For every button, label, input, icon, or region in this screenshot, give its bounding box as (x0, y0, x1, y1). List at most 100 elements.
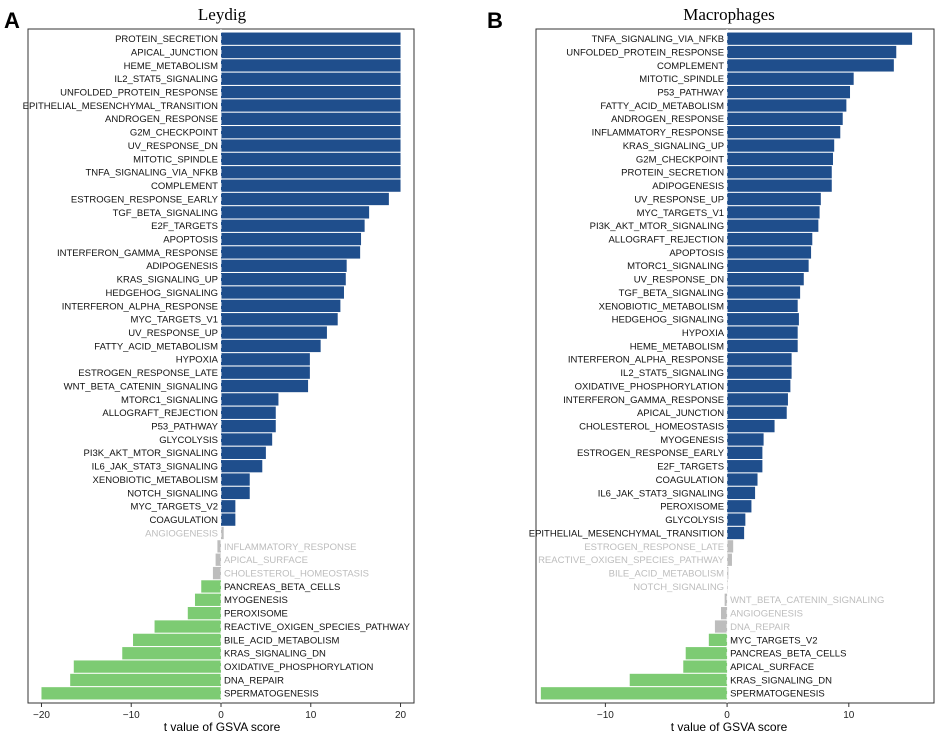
bar-a-p53-pathway (221, 419, 276, 433)
bar-b-interferon-gamma-response (727, 393, 788, 406)
bar-label-b-hypoxia: HYPOXIA (682, 328, 725, 339)
bar-label-b-unfolded-protein-response: UNFOLDED_PROTEIN_RESPONSE (566, 47, 724, 58)
bar-label-b-myogenesis: MYOGENESIS (660, 435, 724, 446)
bar-label-a-androgen-response: ANDROGEN_RESPONSE (105, 114, 218, 125)
bar-a-adipogenesis (221, 259, 347, 272)
bar-label-a-notch-signaling: NOTCH_SIGNALING (127, 488, 218, 499)
bar-label-a-g2m-checkpoint: G2M_CHECKPOINT (130, 128, 218, 139)
bar-label-a-kras-signaling-dn: KRAS_SIGNALING_DN (224, 649, 326, 660)
bar-b-interferon-alpha-response (727, 353, 792, 366)
bar-b-hypoxia (727, 326, 798, 339)
bar-label-b-fatty-acid-metabolism: FATTY_ACID_METABOLISM (600, 101, 724, 112)
bar-label-b-tgf-beta-signaling: TGF_BETA_SIGNALING (619, 288, 724, 299)
bar-b-glycolysis (727, 513, 746, 526)
bar-label-b-adipogenesis: ADIPOGENESIS (652, 181, 724, 192)
bar-b-apical-junction (727, 406, 787, 419)
bar-a-apical-surface (215, 553, 221, 566)
bar-b-pancreas-beta-cells (685, 647, 728, 660)
bar-a-myc-targets-v1 (221, 313, 338, 326)
bar-a-oxidative-phosphorylation (73, 660, 221, 673)
bar-label-a-reactive-oxigen-species-pathway: REACTIVE_OXIGEN_SPECIES_PATHWAY (224, 622, 411, 633)
bar-label-b-pi3k-akt-mtor-signaling: PI3K_AKT_MTOR_SIGNALING (590, 221, 724, 232)
bar-b-myogenesis (727, 433, 764, 446)
bar-label-a-dna-repair: DNA_REPAIR (224, 675, 284, 686)
bar-label-b-interferon-alpha-response: INTERFERON_ALPHA_RESPONSE (568, 355, 724, 366)
bar-label-b-myc-targets-v2: MYC_TARGETS_V2 (730, 635, 817, 646)
bar-b-uv-response-dn (727, 273, 804, 286)
bar-label-a-cholesterol-homeostasis: CHOLESTEROL_HOMEOSTASIS (224, 568, 369, 579)
panel-a-xlabel: t value of GSVA score (164, 720, 281, 734)
bar-label-b-reactive-oxigen-species-pathway: REACTIVE_OXIGEN_SPECIES_PATHWAY (538, 555, 725, 566)
bar-label-a-tgf-beta-signaling: TGF_BETA_SIGNALING (113, 208, 218, 219)
bar-label-b-oxidative-phosphorylation: OXIDATIVE_PHOSPHORYLATION (575, 381, 725, 392)
bar-b-dna-repair (714, 620, 728, 633)
bar-b-cholesterol-homeostasis (727, 419, 775, 433)
bar-label-a-estrogen-response-early: ESTROGEN_RESPONSE_EARLY (71, 194, 219, 205)
bar-label-a-pancreas-beta-cells: PANCREAS_BETA_CELLS (224, 582, 340, 593)
bar-label-b-allograft-rejection: ALLOGRAFT_REJECTION (608, 234, 724, 245)
bar-b-tnfa-signaling-via-nfkb (727, 32, 913, 45)
bar-a-dna-repair (70, 673, 221, 687)
bar-label-b-tnfa-signaling-via-nfkb: TNFA_SIGNALING_VIA_NFKB (592, 34, 725, 45)
bar-a-unfolded-protein-response (221, 85, 401, 99)
bar-a-tgf-beta-signaling (221, 206, 370, 219)
bar-a-estrogen-response-late (221, 366, 310, 379)
bar-a-il6-jak-stat3-signaling (221, 460, 263, 473)
bar-b-g2m-checkpoint (727, 152, 833, 166)
bar-label-a-uv-response-dn: UV_RESPONSE_DN (128, 141, 218, 152)
bar-label-b-inflammatory-response: INFLAMMATORY_RESPONSE (592, 128, 725, 139)
x-tick-label-a: −10 (123, 710, 140, 721)
bar-label-a-complement: COMPLEMENT (151, 181, 218, 192)
bar-a-interferon-gamma-response (221, 246, 361, 259)
bar-label-b-dna-repair: DNA_REPAIR (730, 622, 790, 633)
bar-a-reactive-oxigen-species-pathway (154, 620, 221, 633)
bar-label-a-e2f-targets: E2F_TARGETS (151, 221, 218, 232)
bar-a-cholesterol-homeostasis (212, 566, 221, 580)
bar-b-complement (727, 59, 894, 72)
bar-label-a-glycolysis: GLYCOLYSIS (159, 435, 218, 446)
bar-a-kras-signaling-dn (122, 647, 221, 660)
bar-label-a-kras-signaling-up: KRAS_SIGNALING_UP (117, 275, 218, 286)
bar-a-epithelial-mesenchymal-transition (221, 99, 401, 112)
bar-label-a-coagulation: COAGULATION (150, 515, 219, 526)
bar-a-mitotic-spindle (221, 152, 401, 166)
bar-a-kras-signaling-up (221, 273, 346, 286)
bar-b-reactive-oxigen-species-pathway (727, 553, 732, 566)
bar-b-xenobiotic-metabolism (727, 299, 798, 313)
bar-label-b-bile-acid-metabolism: BILE_ACID_METABOLISM (609, 568, 725, 579)
bar-b-epithelial-mesenchymal-transition (727, 526, 745, 540)
bar-b-apical-surface (683, 660, 728, 673)
bar-label-b-apoptosis: APOPTOSIS (669, 248, 724, 259)
bar-label-b-il2-stat5-signaling: IL2_STAT5_SIGNALING (620, 368, 724, 379)
bar-b-peroxisome (727, 500, 752, 513)
bar-label-b-wnt-beta-catenin-signaling: WNT_BETA_CATENIN_SIGNALING (730, 595, 884, 606)
bar-a-notch-signaling (221, 486, 250, 500)
bar-label-a-heme-metabolism: HEME_METABOLISM (124, 61, 218, 72)
bar-label-a-adipogenesis: ADIPOGENESIS (146, 261, 218, 272)
bar-a-pi3k-akt-mtor-signaling (221, 446, 266, 459)
bar-a-bile-acid-metabolism (133, 633, 221, 647)
panel-a: A Leydig PROTEIN_SECRETION APICAL_JUNCTIO… (4, 5, 415, 734)
bar-a-g2m-checkpoint (221, 126, 401, 139)
x-tick-label-b: −10 (597, 710, 614, 721)
bar-a-il2-stat5-signaling (221, 72, 401, 85)
bar-a-allograft-rejection (221, 406, 276, 419)
x-tick-label-b: 0 (724, 710, 730, 721)
bar-a-hypoxia (221, 353, 310, 366)
bar-label-a-allograft-rejection: ALLOGRAFT_REJECTION (102, 408, 218, 419)
x-tick-label-a: 0 (218, 710, 224, 721)
bar-b-estrogen-response-late (727, 540, 734, 553)
bar-label-a-angiogenesis: ANGIOGENESIS (145, 528, 218, 539)
bar-b-angiogenesis (721, 607, 728, 620)
panel-a-plot: PROTEIN_SECRETION APICAL_JUNCTION HEME_MET… (23, 29, 411, 721)
bar-label-b-apical-surface: APICAL_SURFACE (730, 662, 814, 673)
panel-a-letter: A (4, 8, 20, 33)
bar-label-b-interferon-gamma-response: INTERFERON_GAMMA_RESPONSE (563, 395, 724, 406)
bar-label-a-unfolded-protein-response: UNFOLDED_PROTEIN_RESPONSE (60, 88, 218, 99)
bar-label-a-tnfa-signaling-via-nfkb: TNFA_SIGNALING_VIA_NFKB (85, 168, 218, 179)
bar-label-b-mtorc1-signaling: MTORC1_SIGNALING (627, 261, 724, 272)
bar-a-apical-junction (221, 45, 401, 59)
bar-b-inflammatory-response (727, 126, 841, 139)
bar-a-pancreas-beta-cells (201, 580, 221, 593)
